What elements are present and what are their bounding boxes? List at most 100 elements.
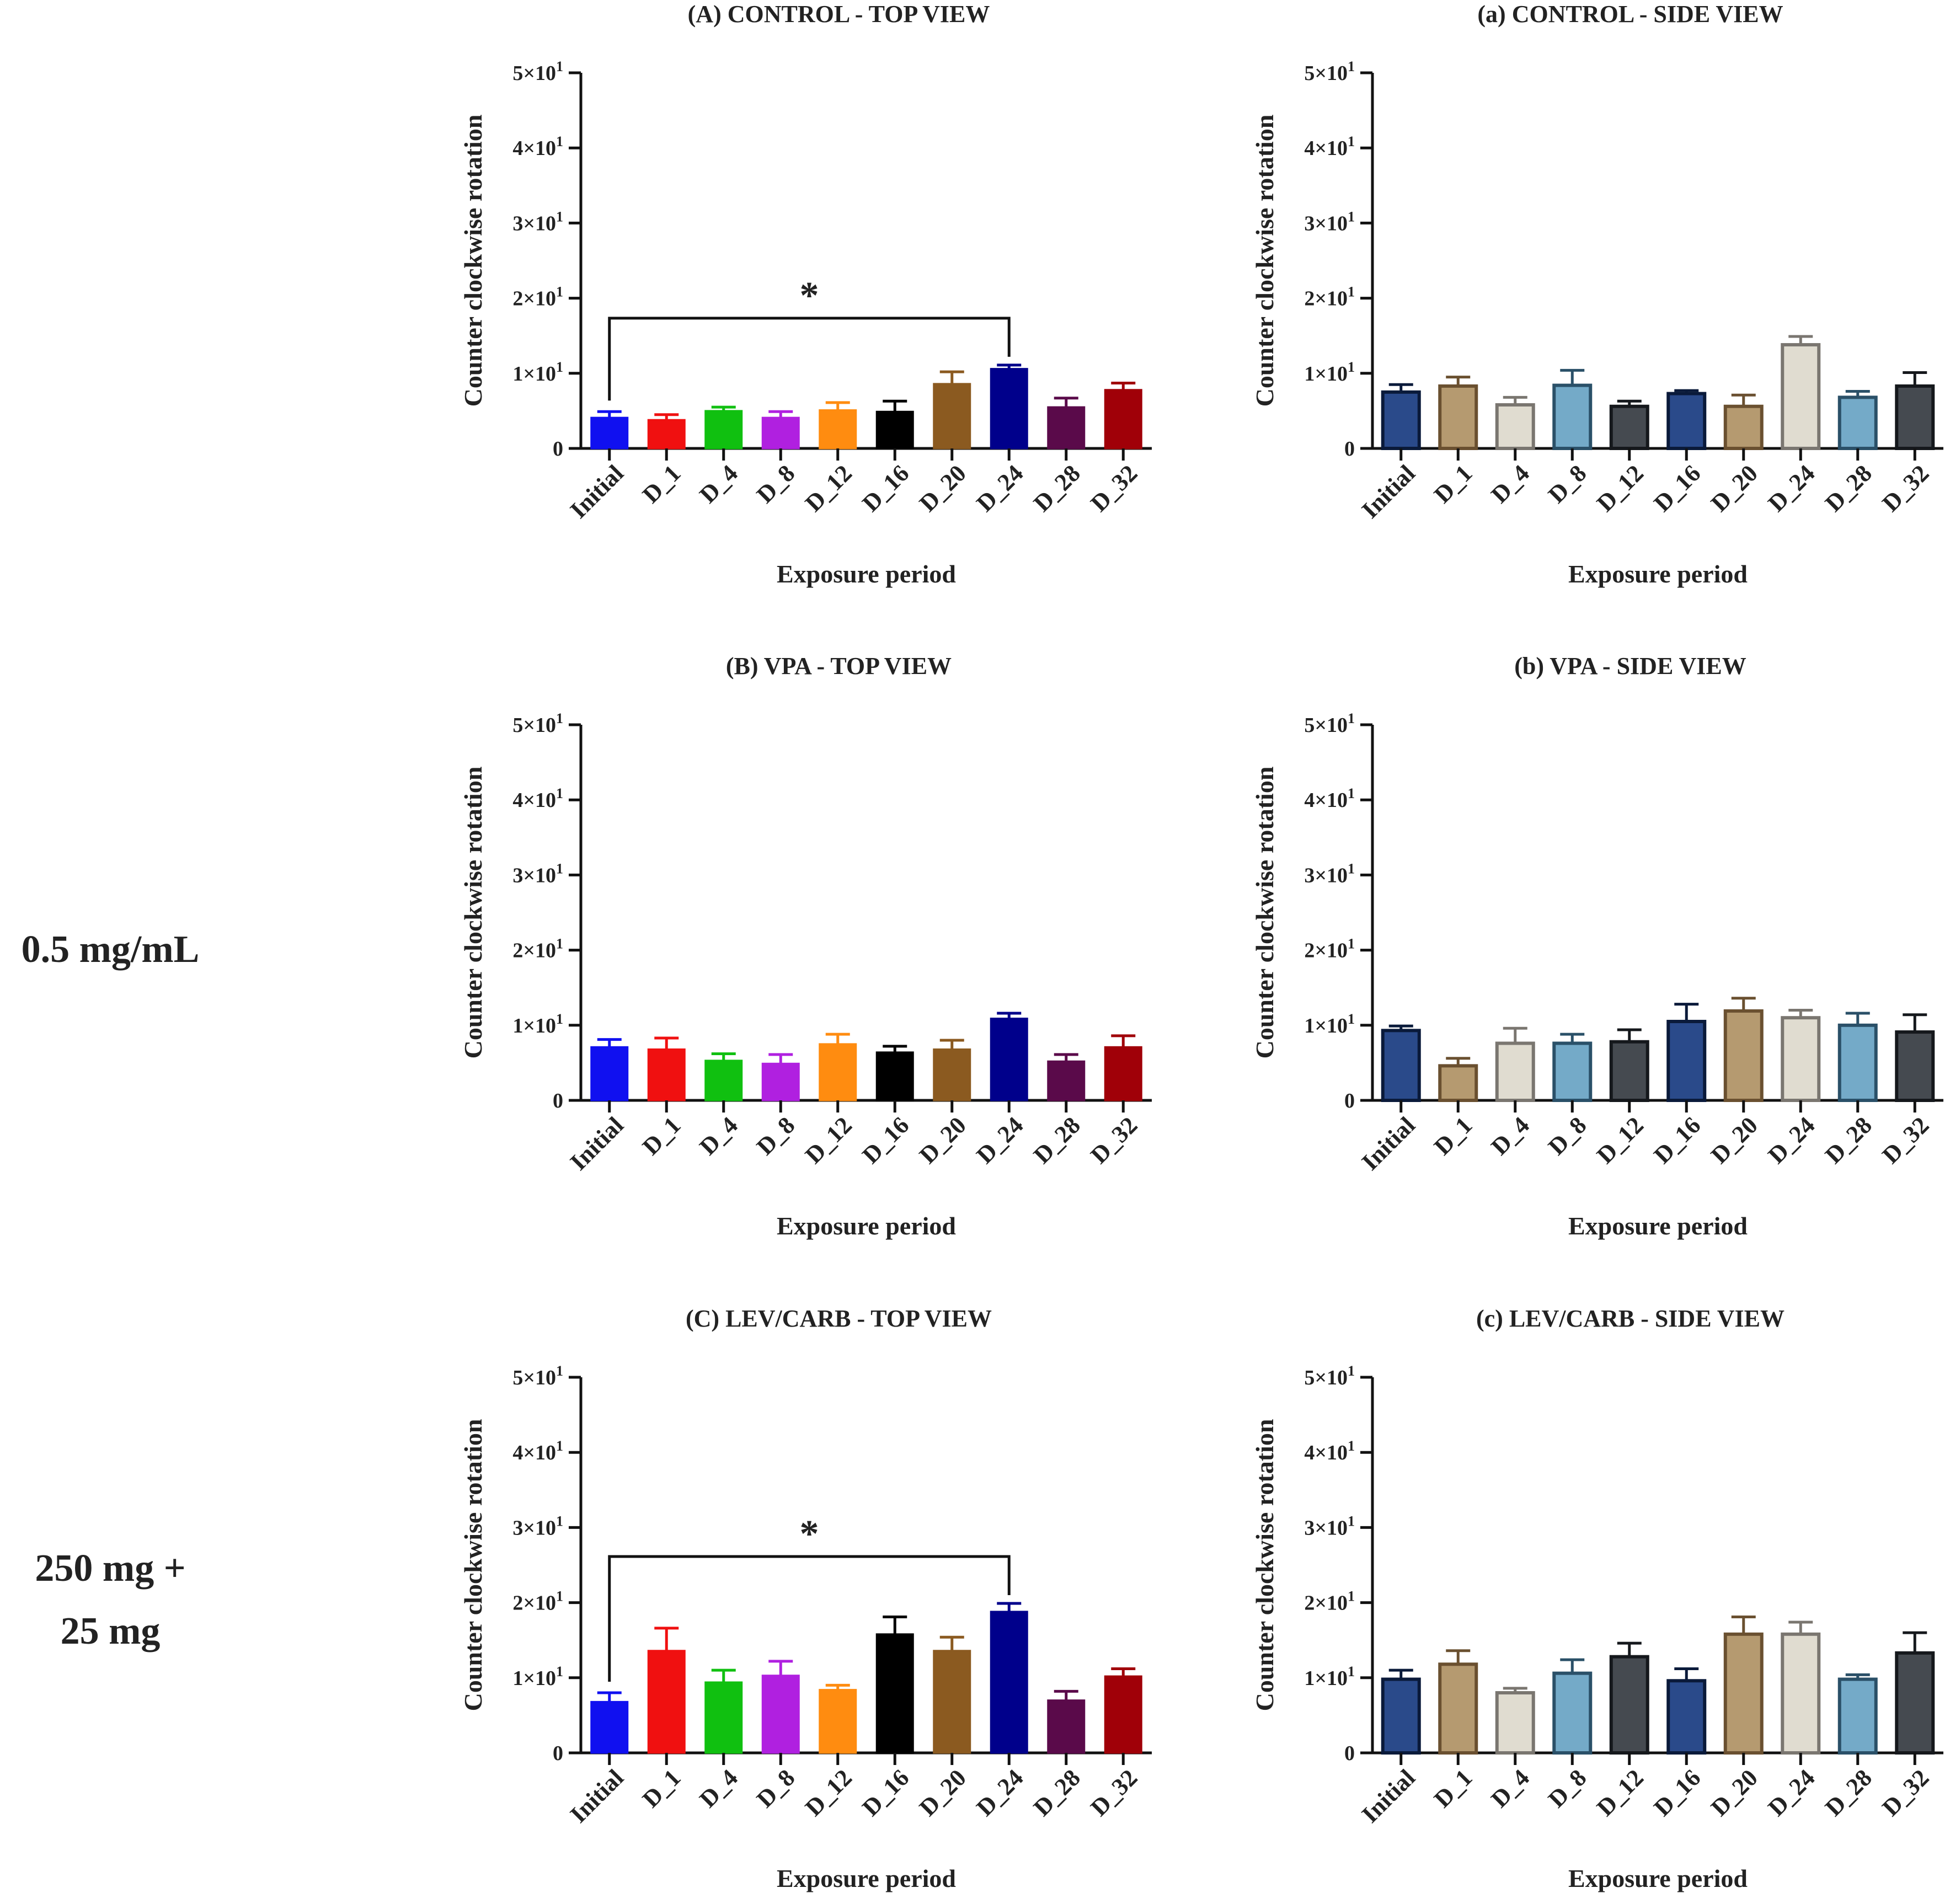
y-tick-label: 2×101 [512,284,563,311]
significance-star: * [800,275,819,317]
x-tick-label: D_20 [1706,1111,1763,1169]
x-tick-label: D_8 [1543,1111,1591,1160]
bar [1495,1041,1535,1103]
y-tick-label: 1×101 [512,1011,563,1037]
y-tick-label: 5×101 [512,58,563,85]
bar [1723,404,1764,451]
x-tick-label: Initial [565,1111,629,1175]
x-tick-label: Initial [1356,1111,1420,1175]
y-tick-label: 1×101 [1304,1664,1355,1690]
x-tick-label: D_16 [857,1111,915,1169]
y-tick-label: 0 [1344,437,1355,461]
bar [704,1681,743,1754]
bar [1047,1699,1086,1754]
bar [1666,1679,1707,1755]
x-tick-label: D_1 [1429,459,1477,508]
y-tick-label: 0 [553,437,563,461]
x-tick-label: D_28 [1028,459,1086,517]
x-tick-label: Initial [565,1764,629,1828]
x-tick-label: D_24 [1763,459,1820,517]
x-tick-label: D_32 [1877,459,1935,517]
bar [933,1650,971,1754]
y-axis-label: Counter clockwise rotation [459,115,487,407]
y-tick-label: 4×101 [512,1438,563,1464]
dose-label-vpa: 0.5 mg/mL [22,928,200,971]
bar [1837,1677,1878,1755]
x-tick-label: D_32 [1877,1764,1935,1821]
chart-B: (B) VPA - TOP VIEW Counter clockwise rota… [459,653,1152,1240]
x-tick-label: D_28 [1820,1764,1877,1821]
chart-A: (A) CONTROL - TOP VIEW Counter clockwise … [459,1,1152,588]
bar [1781,343,1821,450]
bar [1438,1662,1478,1755]
y-tick-label: 4×101 [1304,133,1355,160]
x-tick-label: D_1 [1429,1764,1477,1812]
dose-label-levcarb-line2: 25 mg [61,1610,161,1652]
bar [1837,1023,1878,1103]
y-tick-label: 3×101 [1304,1513,1355,1539]
y-tick-label: 2×101 [1304,284,1355,311]
x-tick-label: D_12 [800,1111,857,1169]
bar [1047,1060,1086,1101]
y-tick-label: 4×101 [1304,785,1355,812]
significance-bracket [608,1555,1011,1682]
bar [990,368,1028,450]
x-tick-label: D_16 [1649,1764,1706,1821]
bar [704,1060,743,1101]
x-tick-label: D_20 [1706,459,1763,517]
y-tick-label: 3×101 [512,1513,563,1539]
chart-c: (c) LEV/CARB - SIDE VIEW Counter clockwis… [1251,1305,1943,1892]
bar [990,1018,1028,1101]
y-axis-label: Counter clockwise rotation [459,767,487,1059]
chart-title: (B) VPA - TOP VIEW [726,653,952,680]
x-tick-label: D_4 [1486,1764,1535,1812]
x-tick-label: D_4 [694,1111,743,1160]
y-tick-label: 2×101 [1304,936,1355,962]
y-axis-label: Counter clockwise rotation [1251,115,1279,407]
y-tick-label: 0 [1344,1089,1355,1113]
bar [1895,1030,1935,1102]
chart-title: (b) VPA - SIDE VIEW [1514,653,1746,680]
y-tick-label: 0 [553,1742,563,1765]
bar [1104,1046,1142,1101]
x-tick-label: D_12 [1591,1764,1649,1821]
y-tick-label: 1×101 [512,359,563,386]
y-tick-label: 4×101 [512,133,563,160]
bar [1666,392,1707,450]
y-tick-label: 5×101 [512,1363,563,1389]
bar [990,1611,1028,1754]
chart-b: (b) VPA - SIDE VIEW Counter clockwise rot… [1251,653,1943,1240]
chart-C: (C) LEV/CARB - TOP VIEW Counter clockwise… [459,1305,1152,1892]
x-tick-label: D_28 [1820,1111,1877,1169]
x-tick-label: D_12 [800,459,857,517]
x-tick-label: D_16 [857,1764,915,1821]
x-tick-label: D_24 [971,459,1029,517]
chart-title: (A) CONTROL - TOP VIEW [688,1,990,28]
x-tick-label: D_4 [694,1764,743,1812]
bar [1723,1632,1764,1755]
bar [819,1689,857,1754]
x-tick-label: D_20 [914,1111,971,1169]
bar [1609,1655,1649,1755]
bar [590,1046,629,1101]
bar [1047,406,1086,450]
x-tick-label: D_4 [694,459,743,508]
bar [1552,1671,1593,1755]
x-tick-label: D_8 [751,1764,800,1812]
x-tick-label: D_1 [637,459,686,508]
y-tick-label: 1×101 [512,1664,563,1690]
y-tick-label: 4×101 [1304,1438,1355,1464]
y-tick-label: 1×101 [1304,359,1355,386]
x-tick-label: D_4 [1486,459,1535,508]
x-tick-label: D_12 [1591,459,1649,517]
y-tick-label: 3×101 [512,860,563,887]
significance-star: * [800,1513,819,1555]
bar [1781,1632,1821,1755]
x-axis-label: Exposure period [777,560,956,588]
y-tick-label: 1×101 [1304,1011,1355,1037]
x-tick-label: Initial [1356,459,1420,523]
y-tick-label: 5×101 [1304,58,1355,85]
bar [875,1633,914,1754]
x-tick-label: D_20 [1706,1764,1763,1821]
x-tick-label: D_8 [751,1111,800,1160]
